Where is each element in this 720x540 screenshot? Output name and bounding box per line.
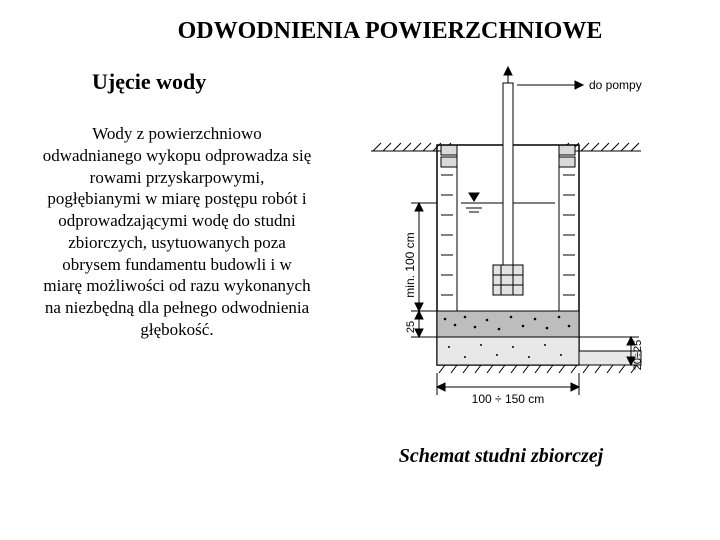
page-title: ODWODNIENIA POWIERZCHNIOWE: [90, 18, 690, 45]
well-diagram: do pompy: [341, 65, 661, 435]
width-label: 100 ÷ 150 cm: [472, 392, 545, 406]
pump-label: do pompy: [589, 78, 642, 92]
height-label: min. 100 cm: [403, 232, 417, 297]
right-label: 20÷25: [632, 340, 644, 371]
bottom-gap-label: 25: [405, 321, 417, 333]
body-paragraph: Wody z powierzchniowo odwadnianego wykop…: [42, 123, 312, 341]
figure-caption: Schemat studni zbiorczej: [399, 445, 603, 468]
